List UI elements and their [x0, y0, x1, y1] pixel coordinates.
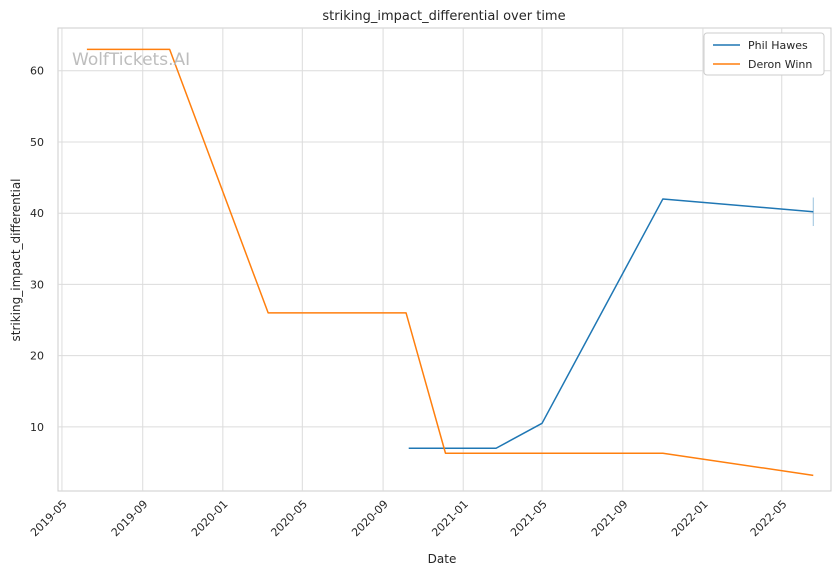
y-tick-label: 30	[30, 278, 44, 291]
y-tick-label: 20	[30, 350, 44, 363]
legend-label-phil-hawes: Phil Hawes	[748, 39, 808, 52]
x-tick-label: 2021-01	[429, 498, 471, 540]
x-tick-label: 2021-05	[508, 498, 550, 540]
watermark: WolfTickets.AI	[72, 50, 190, 70]
x-tick-label: 2020-05	[268, 498, 310, 540]
y-tick-label: 60	[30, 65, 44, 78]
y-tick-label: 50	[30, 136, 44, 149]
y-tick-label: 40	[30, 207, 44, 220]
y-tick-labels: 10 20 30 40 50 60	[30, 65, 44, 434]
x-tick-label: 2020-09	[349, 498, 391, 540]
x-tick-labels: 2019-05 2019-09 2020-01 2020-05 2020-09 2021-…	[28, 498, 790, 540]
x-tick-label: 2022-05	[748, 498, 790, 540]
x-axis-label: Date	[428, 552, 457, 566]
x-tick-label: 2021-09	[589, 498, 631, 540]
grid	[58, 28, 831, 491]
legend: Phil Hawes Deron Winn	[703, 32, 825, 76]
plot-area	[57, 27, 832, 492]
series-layer	[86, 48, 814, 477]
y-axis-label: striking_impact_differential	[9, 178, 23, 341]
x-tick-label: 2019-09	[109, 498, 151, 540]
series-line-deron-winn	[86, 48, 814, 477]
series-line-phil-hawes	[408, 198, 814, 450]
x-tick-label: 2022-01	[669, 498, 711, 540]
x-tick-label: 2020-01	[189, 498, 231, 540]
y-tick-label: 10	[30, 421, 44, 434]
x-tick-label: 2019-05	[28, 498, 70, 540]
chart-title: striking_impact_differential over time	[322, 9, 565, 24]
legend-label-deron-winn: Deron Winn	[748, 58, 812, 71]
